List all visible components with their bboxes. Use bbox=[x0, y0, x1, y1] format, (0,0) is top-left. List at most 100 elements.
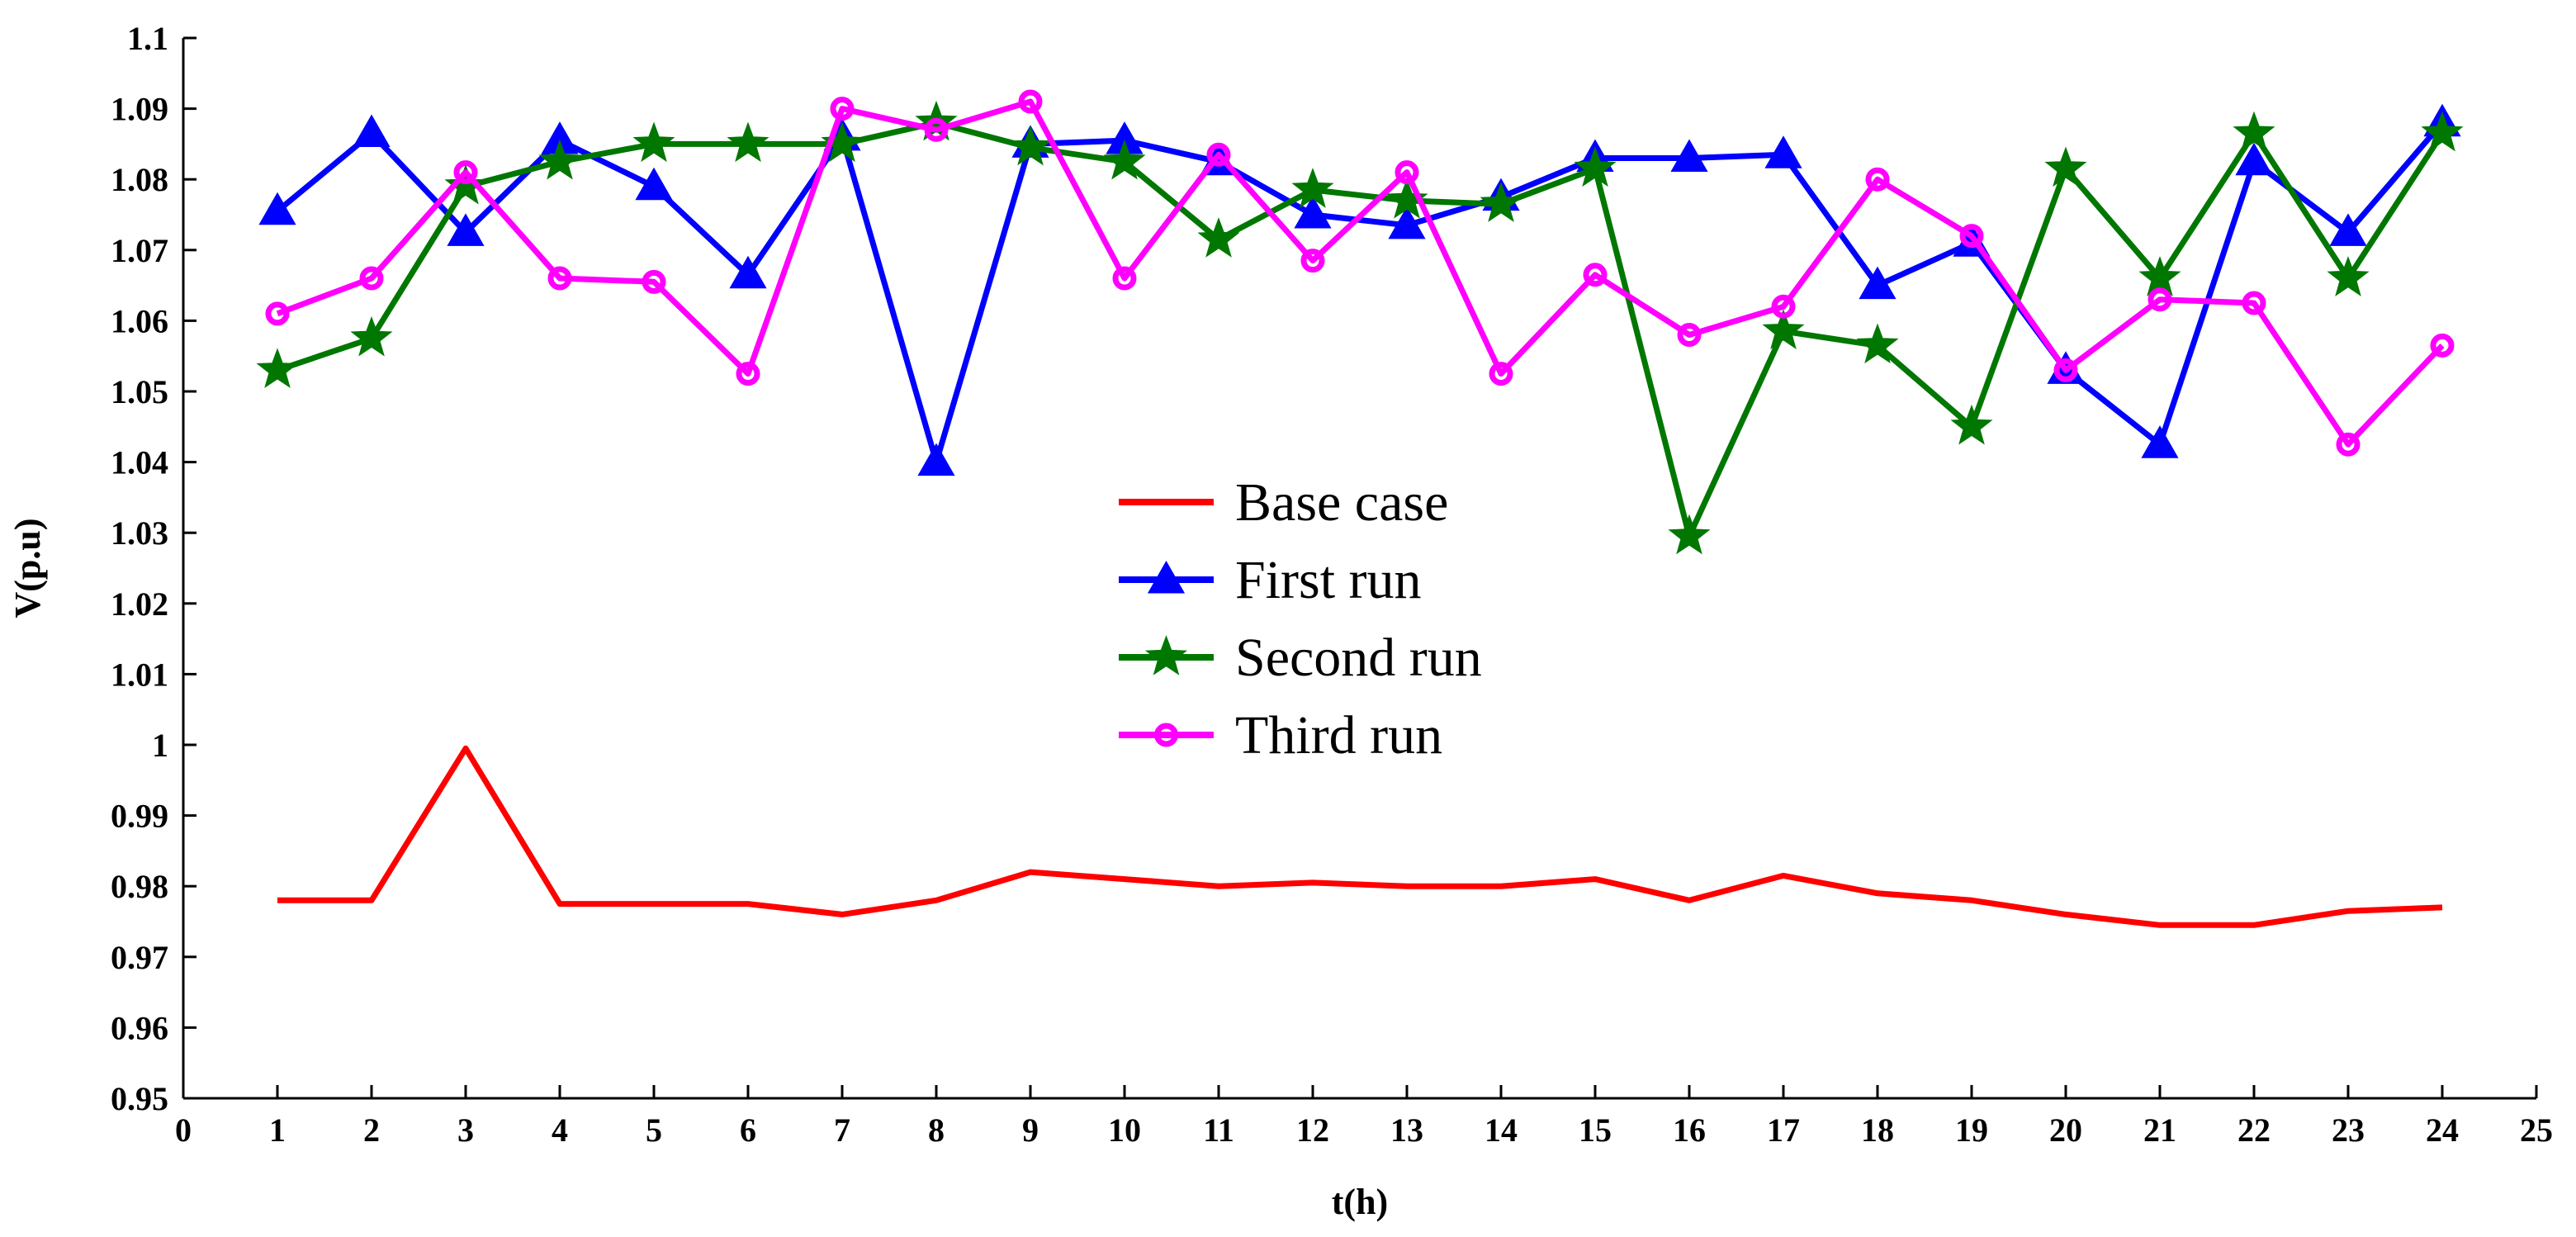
data-point-third-run bbox=[1677, 323, 1702, 348]
data-point-first-run bbox=[1670, 139, 1708, 173]
data-point-first-run bbox=[1764, 135, 1802, 168]
data-point-first-run bbox=[2235, 142, 2273, 176]
data-point-second-run bbox=[632, 121, 675, 163]
data-point-third-run bbox=[642, 269, 666, 294]
series-line-second-run bbox=[276, 120, 2445, 539]
series-layer bbox=[256, 89, 2464, 928]
data-point-first-run bbox=[1294, 195, 1332, 229]
plot-frame bbox=[182, 38, 2536, 1100]
legend-marker-first-run bbox=[1147, 560, 1186, 594]
data-point-first-run bbox=[2329, 213, 2367, 246]
x-tick-label: 12 bbox=[1296, 1111, 1329, 1149]
y-axis-ticks: 0.95 0.96 0.97 0.98 0.99 1 1.01 1.02 1.03 1.04 1.0… bbox=[111, 20, 197, 1117]
data-point-third-run bbox=[453, 160, 478, 185]
legend-item-second-run: Second run bbox=[1119, 628, 1482, 688]
data-point-second-run bbox=[2138, 256, 2181, 296]
x-tick-label: 20 bbox=[2049, 1111, 2082, 1149]
data-point-second-run bbox=[1480, 182, 1522, 222]
legend-label-second-run: Second run bbox=[1235, 628, 1482, 688]
data-point-third-run bbox=[736, 362, 760, 386]
data-point-second-run bbox=[538, 139, 581, 180]
data-point-third-run bbox=[265, 301, 290, 326]
y-axis-title: V(p.u) bbox=[7, 518, 48, 618]
data-point-second-run bbox=[1009, 125, 1052, 166]
data-point-second-run bbox=[256, 348, 299, 389]
x-tick-label: 18 bbox=[1861, 1111, 1894, 1149]
x-tick-label: 13 bbox=[1390, 1111, 1423, 1149]
x-tick-label: 4 bbox=[552, 1111, 568, 1149]
data-point-first-run bbox=[353, 114, 391, 148]
legend-label-base-case: Base case bbox=[1235, 472, 1448, 533]
data-point-third-run bbox=[2242, 291, 2266, 315]
y-tick-label: 1.08 bbox=[111, 161, 168, 198]
data-point-first-run bbox=[447, 213, 485, 246]
data-point-third-run bbox=[1206, 142, 1231, 167]
series-line-base-case bbox=[277, 745, 2443, 928]
series-first-run bbox=[258, 103, 2461, 476]
data-point-third-run bbox=[2430, 333, 2455, 358]
data-point-first-run bbox=[258, 192, 296, 225]
x-tick-label: 16 bbox=[1673, 1111, 1706, 1149]
data-point-third-run bbox=[1489, 362, 1513, 386]
x-tick-label: 21 bbox=[2143, 1111, 2176, 1149]
data-point-third-run bbox=[1395, 160, 1419, 185]
data-point-third-run bbox=[830, 97, 855, 121]
y-tick-label: 0.99 bbox=[111, 798, 168, 835]
data-point-second-run bbox=[1291, 168, 1334, 208]
x-tick-label: 5 bbox=[646, 1111, 662, 1149]
series-base-case bbox=[277, 745, 2443, 928]
x-tick-label: 17 bbox=[1767, 1111, 1800, 1149]
legend-item-third-run: Third run bbox=[1119, 705, 1442, 765]
data-point-second-run bbox=[821, 121, 864, 163]
y-tick-label: 1.07 bbox=[111, 232, 168, 269]
data-point-third-run bbox=[1018, 89, 1043, 114]
series-second-run bbox=[256, 100, 2464, 555]
data-point-third-run bbox=[1865, 167, 1890, 192]
data-point-third-run bbox=[1300, 249, 1325, 273]
x-tick-label: 9 bbox=[1022, 1111, 1039, 1149]
y-tick-label: 1.01 bbox=[111, 656, 168, 693]
data-point-third-run bbox=[359, 266, 384, 291]
x-tick-label: 15 bbox=[1579, 1111, 1612, 1149]
y-tick-label: 1.05 bbox=[111, 373, 168, 410]
x-tick-label: 11 bbox=[1203, 1111, 1234, 1149]
series-line-first-run bbox=[275, 121, 2445, 466]
data-point-second-run bbox=[727, 121, 769, 163]
x-tick-label: 22 bbox=[2237, 1111, 2271, 1149]
data-point-second-run bbox=[2044, 146, 2087, 187]
y-tick-label: 1.1 bbox=[127, 20, 168, 57]
data-point-third-run bbox=[2336, 432, 2361, 457]
y-tick-label: 0.95 bbox=[111, 1080, 168, 1117]
data-point-second-run bbox=[1574, 146, 1617, 187]
x-tick-label: 8 bbox=[928, 1111, 945, 1149]
legend-marker-third-run bbox=[1154, 723, 1178, 747]
x-axis-title: t(h) bbox=[1332, 1182, 1388, 1222]
data-point-second-run bbox=[350, 315, 393, 357]
data-point-third-run bbox=[547, 266, 572, 291]
x-tick-label: 6 bbox=[740, 1111, 756, 1149]
data-point-second-run bbox=[2421, 111, 2464, 152]
y-tick-label: 1.02 bbox=[111, 585, 168, 623]
x-tick-label: 19 bbox=[1955, 1111, 1988, 1149]
series-line-third-run bbox=[276, 98, 2445, 448]
x-tick-label: 10 bbox=[1108, 1111, 1141, 1149]
y-tick-label: 0.98 bbox=[111, 868, 168, 905]
x-tick-label: 14 bbox=[1485, 1111, 1518, 1149]
data-point-first-run bbox=[1859, 266, 1896, 300]
data-point-second-run bbox=[444, 164, 487, 205]
x-tick-label: 23 bbox=[2332, 1111, 2365, 1149]
legend-item-base-case: Base case bbox=[1119, 472, 1448, 533]
data-point-first-run bbox=[635, 167, 673, 201]
data-point-second-run bbox=[1856, 323, 1899, 364]
data-point-third-run bbox=[1112, 266, 1137, 291]
y-tick-label: 1.04 bbox=[111, 444, 168, 481]
data-point-third-run bbox=[1583, 263, 1608, 287]
x-tick-label: 7 bbox=[834, 1111, 850, 1149]
x-axis-ticks: 0 1 2 3 4 5 6 7 8 9 10 11 12 13 14 15 16 17 18 19 20 21 22 23 24… bbox=[175, 1085, 2553, 1149]
data-point-second-run bbox=[2233, 111, 2275, 152]
series-third-run bbox=[265, 89, 2455, 457]
data-point-second-run bbox=[1950, 404, 1993, 445]
y-tick-label: 1.06 bbox=[111, 302, 168, 339]
legend: Base case First run Second run Third run bbox=[1119, 472, 1482, 765]
